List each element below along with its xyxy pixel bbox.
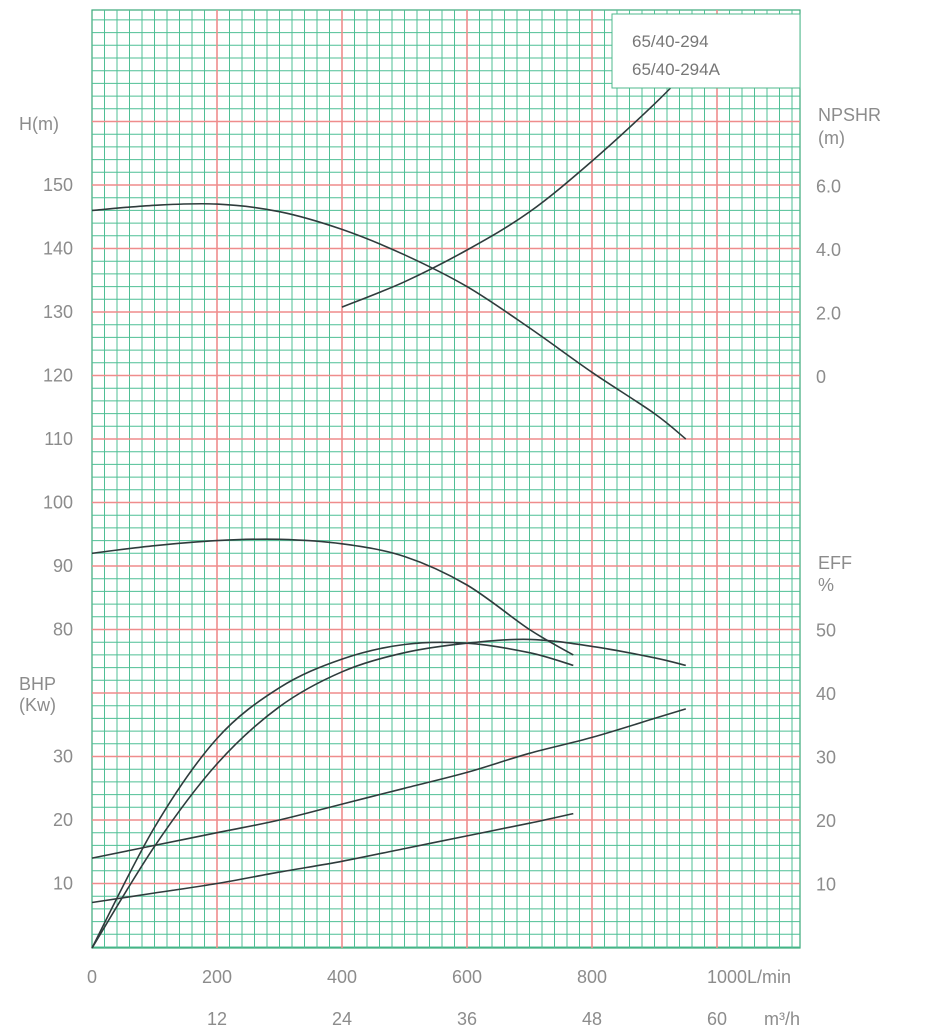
model-label-1: 65/40-294 — [632, 32, 709, 51]
bhp-axis-unit: (Kw) — [19, 695, 56, 715]
model-label-2: 65/40-294A — [632, 60, 721, 79]
eff-curve-3 — [91, 638, 686, 949]
npshr-axis-unit: (m) — [818, 128, 845, 148]
eff-tick-label: 50 — [816, 621, 836, 641]
eff-axis-unit: % — [818, 575, 834, 595]
eff-tick-label: 30 — [816, 748, 836, 768]
bhp-curve-6 — [91, 812, 574, 904]
x-tick-label: 600 — [452, 967, 482, 987]
model-legend: 65/40-294 65/40-294A — [611, 13, 801, 89]
npshr-tick-label: 4.0 — [816, 240, 841, 260]
head-curve-0 — [91, 202, 687, 440]
eff-tick-label: 10 — [816, 875, 836, 895]
bhp-curve-5 — [91, 708, 687, 859]
x-axis-unit-secondary: m³/h — [764, 1009, 800, 1029]
head-tick-label: 80 — [53, 620, 73, 640]
bhp-tick-label: 10 — [53, 874, 73, 894]
x-tick-label-secondary: 12 — [207, 1009, 227, 1029]
eff-axis-label: EFF — [818, 553, 852, 573]
npshr-tick-label: 2.0 — [816, 304, 841, 324]
x-tick-label: 400 — [327, 967, 357, 987]
eff-tick-label: 20 — [816, 811, 836, 831]
x-tick-label: 1000L/min — [707, 967, 791, 987]
head-tick-label: 110 — [44, 429, 73, 449]
x-tick-label-secondary: 48 — [582, 1009, 602, 1029]
head-tick-label: 130 — [43, 302, 73, 322]
bhp-axis-label: BHP — [19, 674, 56, 694]
x-tick-label-secondary: 60 — [707, 1009, 727, 1029]
npshr-tick-label: 6.0 — [816, 177, 841, 197]
head-tick-label: 150 — [43, 175, 73, 195]
eff-curve-4 — [91, 641, 574, 949]
model-legend-box — [611, 13, 801, 89]
npshr-curve-2 — [341, 71, 687, 308]
head-tick-label: 120 — [43, 366, 73, 386]
x-tick-label: 200 — [202, 967, 232, 987]
head-axis-label: H(m) — [19, 114, 59, 134]
head-tick-label: 100 — [43, 493, 73, 513]
head-tick-label: 140 — [43, 239, 73, 259]
x-tick-label: 800 — [577, 967, 607, 987]
head-curve-1 — [91, 538, 574, 656]
x-tick-label-secondary: 24 — [332, 1009, 352, 1029]
curves — [91, 71, 687, 949]
tick-labels: 15014013012011010090803020106.04.02.0050… — [43, 175, 841, 1029]
chart-grid — [91, 9, 801, 949]
x-tick-label-secondary: 36 — [457, 1009, 477, 1029]
eff-tick-label: 40 — [816, 684, 836, 704]
head-tick-label: 90 — [53, 556, 73, 576]
npshr-tick-label: 0 — [816, 367, 826, 387]
bhp-tick-label: 20 — [53, 810, 73, 830]
plot-frame — [91, 9, 801, 949]
npshr-axis-label: NPSHR — [818, 105, 881, 125]
bhp-tick-label: 30 — [53, 747, 73, 767]
x-tick-label: 0 — [87, 967, 97, 987]
